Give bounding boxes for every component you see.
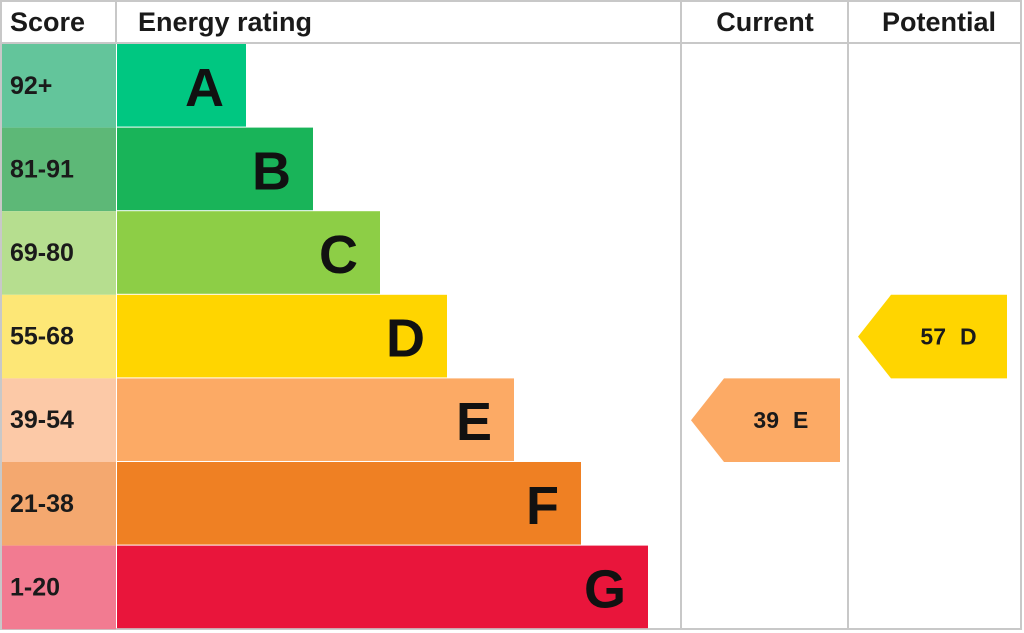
score-cell bbox=[2, 294, 116, 379]
score-range: 1-20 bbox=[10, 573, 60, 601]
rating-bar bbox=[117, 211, 380, 294]
score-cell bbox=[2, 378, 116, 462]
current-score: 39 bbox=[753, 407, 779, 433]
score-cell bbox=[2, 127, 116, 212]
rating-bar bbox=[117, 294, 447, 378]
score-range: 69-80 bbox=[10, 239, 74, 267]
potential-score: 57 bbox=[920, 324, 946, 350]
band-letter: F bbox=[526, 476, 559, 536]
band-letter: A bbox=[185, 58, 224, 118]
rating-bar bbox=[117, 44, 246, 127]
band-letter: C bbox=[319, 225, 358, 285]
potential-arrow bbox=[858, 294, 1007, 379]
current-arrow bbox=[691, 378, 840, 462]
score-range: 92+ bbox=[10, 72, 52, 100]
rating-bar bbox=[117, 127, 313, 211]
header-score: Score bbox=[10, 7, 85, 37]
band-letter: E bbox=[456, 392, 492, 452]
potential-band: D bbox=[960, 324, 977, 350]
score-range: 55-68 bbox=[10, 323, 74, 351]
rating-bar bbox=[117, 462, 581, 545]
rating-bar bbox=[117, 378, 514, 461]
header-rating: Energy rating bbox=[138, 7, 312, 37]
score-cell bbox=[2, 545, 116, 630]
header-potential: Potential bbox=[882, 7, 996, 37]
score-cell bbox=[2, 211, 116, 295]
band-letter: B bbox=[252, 141, 291, 201]
score-cell bbox=[2, 462, 116, 546]
score-range: 81-91 bbox=[10, 155, 74, 183]
score-cell bbox=[2, 44, 116, 128]
score-range: 21-38 bbox=[10, 490, 74, 518]
score-range: 39-54 bbox=[10, 406, 74, 434]
rating-bar bbox=[117, 545, 648, 629]
header-current: Current bbox=[716, 7, 814, 37]
current-band: E bbox=[793, 407, 808, 433]
band-letter: G bbox=[584, 559, 626, 619]
band-letter: D bbox=[386, 309, 425, 369]
